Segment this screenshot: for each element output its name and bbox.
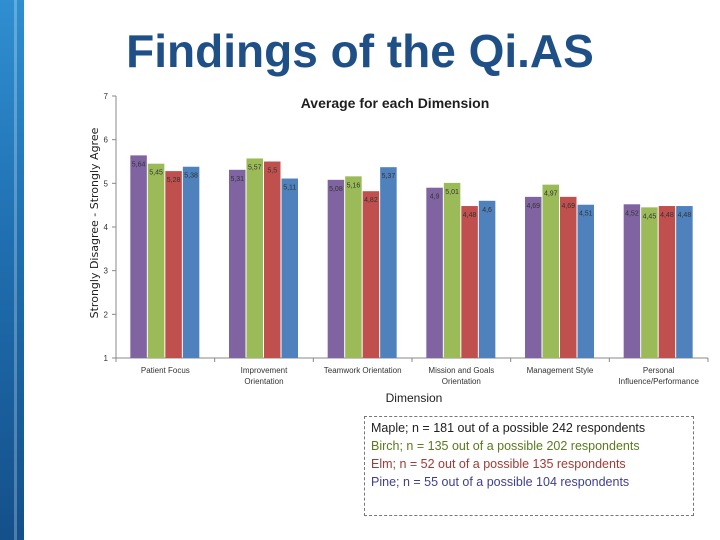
bar-value-label: 4,51 [579, 211, 593, 218]
page-title: Findings of the Qi.AS [126, 25, 594, 77]
category-label: Teamwork Orientation [324, 366, 402, 375]
legend-entry-maple: Maple; n = 181 out of a possible 242 res… [371, 421, 646, 435]
axes-group: 1 2 3 4 5 6 7 Patient Focus Improvement Orientati… [104, 92, 709, 386]
bar-maple [229, 169, 246, 358]
category-label: Personal [643, 366, 675, 375]
y-tick-label: 1 [104, 354, 109, 363]
bar-value-label: 4,69 [561, 203, 575, 210]
bar-pine [478, 200, 496, 358]
bar-elm [165, 171, 182, 358]
bar-maple [130, 155, 147, 358]
bar-value-label: 5,5 [267, 168, 277, 175]
y-axis-label: Strongly Disagree - Strongly Agree [88, 127, 101, 318]
category-label: Improvement [241, 366, 288, 375]
bar-maple [426, 187, 443, 358]
bar-value-label: 5,08 [329, 186, 343, 193]
category-label: Mission and Goals [428, 366, 494, 375]
bar-value-label: 4,45 [643, 213, 657, 220]
bar-value-label: 5,37 [382, 173, 396, 180]
bar-elm [264, 161, 281, 358]
bar-value-label: 4,52 [625, 210, 639, 217]
bar-elm [362, 191, 380, 358]
bar-value-label: 5,45 [149, 170, 163, 177]
bar-value-label: 5,16 [347, 182, 361, 189]
bar-maple [623, 204, 641, 358]
category-label: Influence/Performance [618, 377, 699, 386]
bar-value-label: 5,38 [184, 173, 198, 180]
bar-pine [182, 166, 200, 358]
bar-birch [641, 207, 658, 358]
side-band-decoration [0, 0, 24, 540]
legend-entry-elm: Elm; n = 52 out of a possible 135 respon… [371, 457, 626, 471]
bar-birch [443, 182, 461, 358]
legend-entry-pine: Pine; n = 55 out of a possible 104 respo… [371, 475, 630, 489]
bar-birch [246, 158, 263, 358]
category-label: Management Style [527, 366, 594, 375]
bar-birch [147, 163, 165, 358]
category-label: Patient Focus [141, 366, 190, 375]
bar-value-label: 4,48 [678, 212, 692, 219]
bar-value-label: 4,69 [526, 203, 540, 210]
bar-value-label: 4,48 [463, 212, 477, 219]
y-tick-label: 5 [104, 179, 109, 188]
legend-entry-birch: Birch; n = 135 out of a possible 202 res… [371, 439, 640, 453]
category-label: Orientation [442, 377, 481, 386]
bar-elm [658, 206, 676, 358]
bar-maple [327, 179, 345, 358]
bar-value-label: 4,9 [430, 194, 440, 201]
bar-elm [560, 196, 577, 358]
bar-pine [281, 178, 298, 358]
bar-pine [676, 206, 693, 358]
bars-group: 5,64 5,31 5,08 4,9 4,69 4,52 5,45 5,57 5,16 5,01 4… [130, 155, 693, 358]
legend: Maple; n = 181 out of a possible 242 res… [364, 416, 694, 516]
x-axis-label: Dimension [386, 391, 443, 405]
bar-value-label: 4,97 [544, 191, 558, 198]
y-tick-label: 7 [104, 92, 109, 101]
bar-value-label: 4,48 [660, 212, 674, 219]
bar-pine [577, 204, 594, 358]
y-tick-label: 2 [104, 310, 109, 319]
bar-value-label: 5,64 [132, 161, 146, 168]
bar-value-label: 4,6 [482, 207, 492, 214]
bar-value-label: 5,57 [248, 164, 262, 171]
y-tick-label: 6 [104, 136, 109, 145]
bar-maple [525, 196, 542, 358]
y-tick-label: 4 [104, 223, 109, 232]
y-tick-label: 3 [104, 267, 109, 276]
bar-elm [461, 206, 478, 358]
bar-value-label: 5,01 [445, 189, 459, 196]
chart-title: Average for each Dimension [301, 95, 490, 111]
bar-birch [542, 184, 559, 358]
bar-value-label: 5,31 [230, 176, 244, 183]
bar-value-label: 4,82 [364, 197, 378, 204]
bar-value-label: 5,11 [283, 185, 296, 192]
bar-birch [345, 176, 362, 358]
bar-value-label: 5,28 [167, 177, 181, 184]
category-label: Orientation [244, 377, 283, 386]
bar-pine [380, 167, 397, 358]
